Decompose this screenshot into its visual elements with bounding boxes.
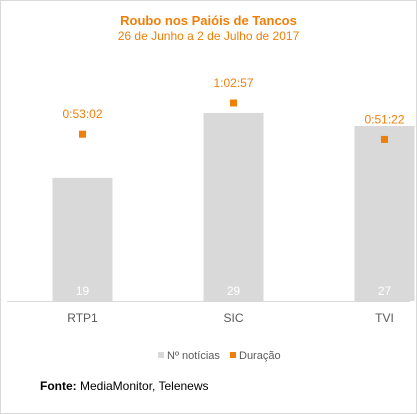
x-tick-label-rtp1: RTP1 bbox=[67, 311, 98, 325]
duration-marker-rtp1 bbox=[79, 130, 86, 138]
source-note: Fonte: MediaMonitor, Telenews bbox=[40, 379, 209, 393]
chart-subtitle: 26 de Junho a 2 de Julho de 2017 bbox=[117, 29, 300, 43]
legend-label-duration: Duração bbox=[239, 350, 281, 362]
x-tick-label-sic: SIC bbox=[223, 311, 243, 325]
legend-label-news: Nº notícias bbox=[167, 350, 220, 362]
bar-tvi bbox=[354, 125, 415, 301]
duration-label-tvi: 0:51:22 bbox=[364, 112, 404, 126]
duration-label-rtp1: 0:53:02 bbox=[62, 107, 102, 121]
bar-value-label-rtp1: 19 bbox=[76, 284, 90, 298]
bar-value-label-tvi: 27 bbox=[378, 284, 392, 298]
legend-swatch-news bbox=[158, 352, 164, 358]
duration-label-sic: 1:02:57 bbox=[213, 76, 253, 90]
source-label: Fonte: bbox=[40, 379, 77, 393]
x-tick-label-tvi: TVI bbox=[375, 311, 394, 325]
bar-sic bbox=[203, 113, 264, 301]
chart-title: Roubo nos Paióis de Tancos bbox=[120, 13, 297, 28]
duration-marker-sic bbox=[230, 99, 237, 107]
bar-value-label-sic: 29 bbox=[227, 284, 241, 298]
legend-swatch-duration bbox=[230, 352, 236, 358]
duration-marker-tvi bbox=[381, 135, 388, 143]
bar-rtp1 bbox=[52, 177, 113, 301]
source-text: MediaMonitor, Telenews bbox=[76, 379, 209, 393]
